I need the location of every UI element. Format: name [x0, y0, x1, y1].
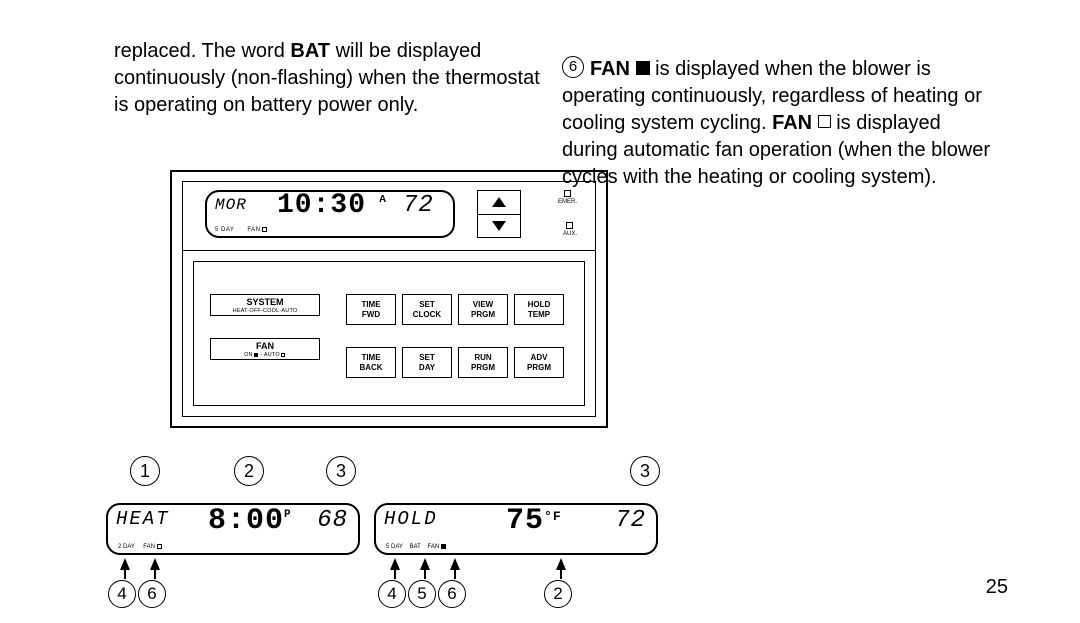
heat-time: 8:00P	[208, 504, 292, 538]
lcd-time: 10:30	[277, 190, 366, 221]
lcd-ampm: A	[379, 194, 386, 205]
heat-setpoint: 68	[317, 507, 348, 534]
callout-3b: 3	[630, 456, 660, 486]
arrow-icon	[120, 558, 130, 570]
lcd-5day: 5 DAY	[215, 227, 234, 233]
fan-filled-square-icon	[636, 61, 650, 75]
fan-word-1: FAN	[590, 58, 630, 80]
lcd-fan: FAN	[247, 227, 260, 233]
heat-mode: HEAT	[116, 508, 170, 530]
arrow-icon	[150, 558, 160, 570]
fan-switch[interactable]: FAN ON - AUTO	[210, 338, 320, 360]
main-lcd: MOR 10:30 A 72 5 DAY FAN	[205, 190, 455, 238]
right-column-text: FAN is displayed when the blower is oper…	[562, 56, 992, 191]
bat-word: BAT	[290, 40, 330, 62]
button-plate-inner: SYSTEM HEAT-OFF-COOL-AUTO FAN ON - AUTO	[193, 261, 585, 406]
btn-hold-temp[interactable]: HOLDTEMP	[514, 294, 564, 325]
callout-b5: 5	[408, 580, 436, 608]
emer-indicator: EMER.	[558, 190, 577, 205]
arrow-divider	[478, 214, 520, 215]
button-grid: TIMEFWD SETCLOCK VIEWPRGM HOLDTEMP TIMEB…	[346, 294, 564, 378]
arrow-up-icon[interactable]	[492, 197, 506, 207]
callout-b6a: 6	[138, 580, 166, 608]
btn-run-prgm[interactable]: RUNPRGM	[458, 347, 508, 378]
txt: replaced. The word	[114, 40, 290, 62]
callout-2: 2	[234, 456, 264, 486]
page-number: 25	[986, 576, 1008, 599]
fan-sublabel: ON - AUTO	[211, 352, 319, 358]
lcd-period: MOR	[215, 196, 247, 214]
btn-adv-prgm[interactable]: ADVPRGM	[514, 347, 564, 378]
left-controls: SYSTEM HEAT-OFF-COOL-AUTO FAN ON - AUTO	[210, 294, 320, 360]
hold-row2: 5 DAY BAT FAN	[386, 544, 446, 550]
fan-label: FAN	[211, 341, 319, 351]
fan-open-square-icon	[818, 115, 831, 128]
arrow-icon	[390, 558, 400, 570]
hold-setpoint: 72	[615, 507, 646, 534]
example-lcd-heat: HEAT 8:00P 68 2 DAY FAN	[106, 503, 360, 555]
temp-arrow-pad[interactable]	[477, 190, 521, 238]
callout-3a: 3	[326, 456, 356, 486]
lcd-temp: 72	[403, 192, 434, 219]
callout-b6b: 6	[438, 580, 466, 608]
system-switch[interactable]: SYSTEM HEAT-OFF-COOL-AUTO	[210, 294, 320, 316]
left-column-text: replaced. The word BAT will be displayed…	[114, 38, 544, 119]
hold-mode: HOLD	[384, 508, 438, 530]
callout-b4a: 4	[108, 580, 136, 608]
system-sublabel: HEAT-OFF-COOL-AUTO	[211, 308, 319, 314]
example-lcd-hold: HOLD 75°F 72 5 DAY BAT FAN	[374, 503, 658, 555]
btn-view-prgm[interactable]: VIEWPRGM	[458, 294, 508, 325]
callout-1: 1	[130, 456, 160, 486]
aux-indicator: AUX.	[563, 222, 577, 237]
callout-b4b: 4	[378, 580, 406, 608]
btn-set-clock[interactable]: SETCLOCK	[402, 294, 452, 325]
button-plate: SYSTEM HEAT-OFF-COOL-AUTO FAN ON - AUTO	[183, 250, 595, 416]
device-bezel: MOR 10:30 A 72 5 DAY FAN EMER. AUX.	[182, 181, 596, 417]
arrow-icon	[450, 558, 460, 570]
arrow-down-icon[interactable]	[492, 221, 506, 231]
btn-set-day[interactable]: SETDAY	[402, 347, 452, 378]
arrow-icon	[420, 558, 430, 570]
thermostat-device: MOR 10:30 A 72 5 DAY FAN EMER. AUX.	[170, 170, 608, 428]
system-label: SYSTEM	[211, 297, 319, 307]
btn-time-fwd[interactable]: TIMEFWD	[346, 294, 396, 325]
fan-word-2: FAN	[772, 112, 812, 134]
arrow-icon	[556, 558, 566, 570]
lcd-row2: 5 DAY FAN	[215, 227, 267, 233]
heat-row2: 2 DAY FAN	[118, 544, 162, 550]
callout-b2: 2	[544, 580, 572, 608]
fanbox-icon	[262, 227, 267, 232]
btn-time-back[interactable]: TIMEBACK	[346, 347, 396, 378]
hold-temp: 75°F	[506, 504, 562, 538]
